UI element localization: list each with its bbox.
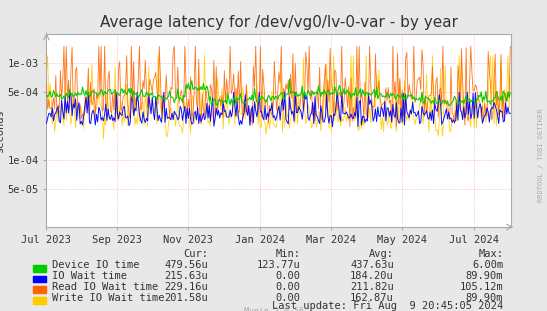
Text: Max:: Max:: [478, 248, 503, 258]
Text: 0.00: 0.00: [276, 282, 301, 292]
Text: Min:: Min:: [276, 248, 301, 258]
Text: Munin 2.0.56: Munin 2.0.56: [243, 307, 304, 311]
Text: Read IO Wait time: Read IO Wait time: [52, 282, 158, 292]
Title: Average latency for /dev/vg0/lv-0-var - by year: Average latency for /dev/vg0/lv-0-var - …: [100, 15, 458, 30]
Text: 201.58u: 201.58u: [164, 293, 208, 303]
Text: 229.16u: 229.16u: [164, 282, 208, 292]
Text: 105.12m: 105.12m: [459, 282, 503, 292]
Text: RRDTOOL / TOBI OETIKER: RRDTOOL / TOBI OETIKER: [538, 109, 544, 202]
Text: 215.63u: 215.63u: [164, 271, 208, 281]
Text: 437.63u: 437.63u: [350, 260, 394, 270]
Y-axis label: seconds: seconds: [0, 109, 5, 152]
Text: 123.77u: 123.77u: [257, 260, 301, 270]
Text: Avg:: Avg:: [369, 248, 394, 258]
Text: Cur:: Cur:: [183, 248, 208, 258]
Text: IO Wait time: IO Wait time: [52, 271, 127, 281]
Text: 89.90m: 89.90m: [465, 271, 503, 281]
Text: 211.82u: 211.82u: [350, 282, 394, 292]
Text: 0.00: 0.00: [276, 271, 301, 281]
Text: 89.90m: 89.90m: [465, 293, 503, 303]
Text: 6.00m: 6.00m: [472, 260, 503, 270]
Text: 479.56u: 479.56u: [164, 260, 208, 270]
Text: Write IO Wait time: Write IO Wait time: [52, 293, 165, 303]
Text: 162.87u: 162.87u: [350, 293, 394, 303]
Text: Device IO time: Device IO time: [52, 260, 139, 270]
Text: Last update: Fri Aug  9 20:45:05 2024: Last update: Fri Aug 9 20:45:05 2024: [272, 300, 503, 310]
Text: 184.20u: 184.20u: [350, 271, 394, 281]
Text: 0.00: 0.00: [276, 293, 301, 303]
